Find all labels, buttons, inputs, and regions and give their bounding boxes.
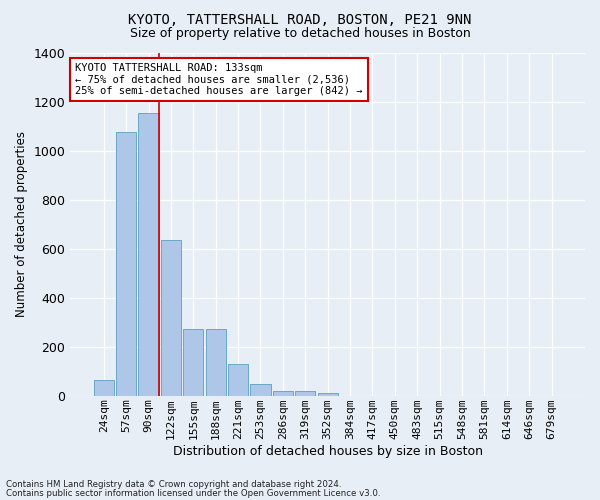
Text: Size of property relative to detached houses in Boston: Size of property relative to detached ho… [130, 28, 470, 40]
Bar [273, 392, 293, 396]
Bar [206, 330, 226, 396]
X-axis label: Distribution of detached houses by size in Boston: Distribution of detached houses by size … [173, 444, 482, 458]
Text: Contains HM Land Registry data © Crown copyright and database right 2024.: Contains HM Land Registry data © Crown c… [6, 480, 341, 489]
Bar [295, 392, 316, 396]
Bar [183, 330, 203, 396]
Bar [139, 112, 158, 396]
Text: Contains public sector information licensed under the Open Government Licence v3: Contains public sector information licen… [6, 489, 380, 498]
Bar [116, 132, 136, 396]
Bar [161, 240, 181, 396]
Text: KYOTO, TATTERSHALL ROAD, BOSTON, PE21 9NN: KYOTO, TATTERSHALL ROAD, BOSTON, PE21 9N… [128, 12, 472, 26]
Y-axis label: Number of detached properties: Number of detached properties [15, 131, 28, 317]
Bar [228, 364, 248, 396]
Text: KYOTO TATTERSHALL ROAD: 133sqm
← 75% of detached houses are smaller (2,536)
25% : KYOTO TATTERSHALL ROAD: 133sqm ← 75% of … [76, 63, 363, 96]
Bar [317, 392, 338, 396]
Bar [250, 384, 271, 396]
Bar [94, 380, 114, 396]
